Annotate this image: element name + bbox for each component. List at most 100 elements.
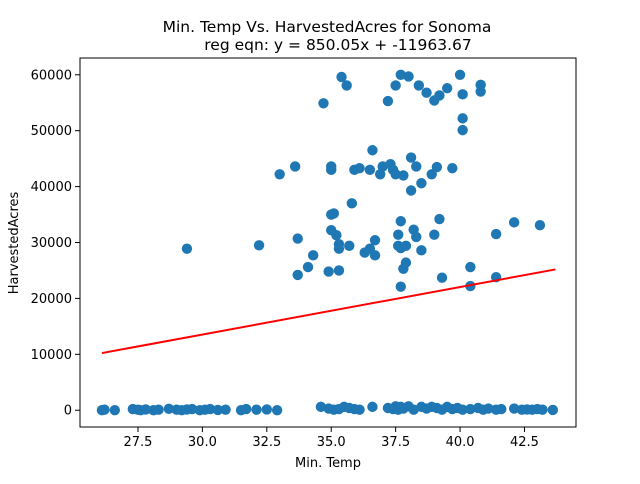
data-point: [537, 404, 548, 415]
data-point: [323, 266, 334, 277]
data-point: [181, 243, 193, 254]
x-tick-label: 32.5: [252, 435, 281, 450]
data-point: [457, 113, 468, 124]
data-point: [99, 404, 110, 415]
y-tick-label: 20000: [31, 292, 72, 307]
y-tick-label: 50000: [31, 124, 72, 139]
data-point: [307, 250, 319, 261]
data-point: [274, 169, 285, 180]
data-point: [163, 403, 175, 415]
data-point: [367, 145, 378, 156]
data-point: [413, 80, 425, 91]
data-point: [465, 261, 476, 273]
y-tick-label: 30000: [31, 236, 72, 251]
x-tick-label: 42.5: [510, 435, 539, 450]
data-point: [411, 231, 422, 243]
y-axis-label: HarvestedAcres: [7, 192, 22, 295]
data-point: [400, 257, 412, 268]
data-point: [395, 69, 406, 80]
data-point: [292, 269, 303, 281]
data-point: [508, 217, 520, 228]
x-tick-label: 30.0: [188, 435, 217, 450]
data-point: [547, 404, 559, 416]
data-point: [354, 404, 365, 415]
data-point: [318, 98, 329, 109]
chart-title: Min. Temp Vs. HarvestedAcres for Sonoma: [163, 18, 492, 36]
data-point: [457, 124, 468, 136]
data-point: [369, 250, 381, 261]
data-point: [220, 404, 231, 415]
data-point: [390, 169, 401, 180]
data-point: [490, 228, 502, 240]
data-point: [261, 404, 273, 415]
data-point: [395, 216, 406, 227]
x-tick-label: 40.0: [446, 435, 475, 450]
data-point: [426, 169, 437, 180]
data-point: [346, 198, 358, 209]
data-point: [434, 213, 445, 225]
data-point: [429, 229, 440, 240]
data-point: [431, 161, 443, 173]
regression-line: [101, 268, 556, 355]
data-point: [465, 403, 476, 415]
data-point: [411, 161, 422, 172]
data-point: [398, 170, 409, 181]
data-point: [405, 185, 417, 196]
data-point: [534, 219, 546, 231]
data-point: [369, 235, 381, 246]
data-point: [434, 90, 445, 101]
data-point: [333, 265, 345, 276]
y-tick-label: 0: [64, 404, 72, 419]
data-point: [483, 403, 494, 414]
data-point: [186, 403, 198, 415]
plot-area: 27.5 30.0 32.5 35.0 37.5 40.0 42.5 0 10000 20000 3…: [31, 57, 577, 450]
data-point: [475, 86, 486, 97]
chart-subtitle: reg eqn: y = 850.05x + -11963.67: [204, 36, 472, 54]
x-tick-label: 37.5: [381, 435, 410, 450]
data-point: [367, 401, 378, 413]
data-point: [344, 240, 355, 252]
data-point: [416, 178, 427, 189]
data-point: [405, 152, 417, 163]
data-point: [253, 240, 265, 251]
data-point: [364, 164, 376, 176]
data-point: [333, 243, 345, 254]
data-point: [436, 272, 448, 283]
data-point: [331, 230, 342, 241]
data-point: [328, 208, 339, 219]
data-point: [109, 405, 120, 416]
data-point: [496, 403, 507, 415]
data-point: [354, 162, 365, 174]
data-point: [271, 405, 283, 416]
data-point: [251, 404, 262, 415]
data-point: [508, 403, 520, 414]
data-point: [382, 95, 394, 107]
data-point: [212, 404, 224, 416]
data-point: [302, 261, 314, 273]
data-point: [326, 161, 337, 172]
data-point: [454, 69, 466, 80]
data-point: [341, 80, 352, 91]
data-point: [421, 87, 432, 98]
data-point: [390, 80, 401, 91]
data-point: [374, 169, 386, 180]
data-point: [336, 71, 347, 83]
data-point: [204, 403, 216, 415]
data-point: [447, 162, 458, 174]
y-tick-label: 60000: [31, 68, 72, 83]
y-tick-label: 10000: [31, 348, 72, 363]
data-point: [140, 404, 151, 415]
data-point: [289, 161, 301, 172]
data-point: [403, 71, 414, 82]
data-point: [416, 245, 427, 256]
data-point: [441, 82, 453, 94]
data-point: [457, 404, 468, 415]
data-point: [315, 401, 327, 413]
x-tick-label: 27.5: [123, 435, 152, 450]
data-point: [457, 89, 468, 100]
data-point: [395, 281, 406, 292]
data-point: [153, 404, 164, 415]
